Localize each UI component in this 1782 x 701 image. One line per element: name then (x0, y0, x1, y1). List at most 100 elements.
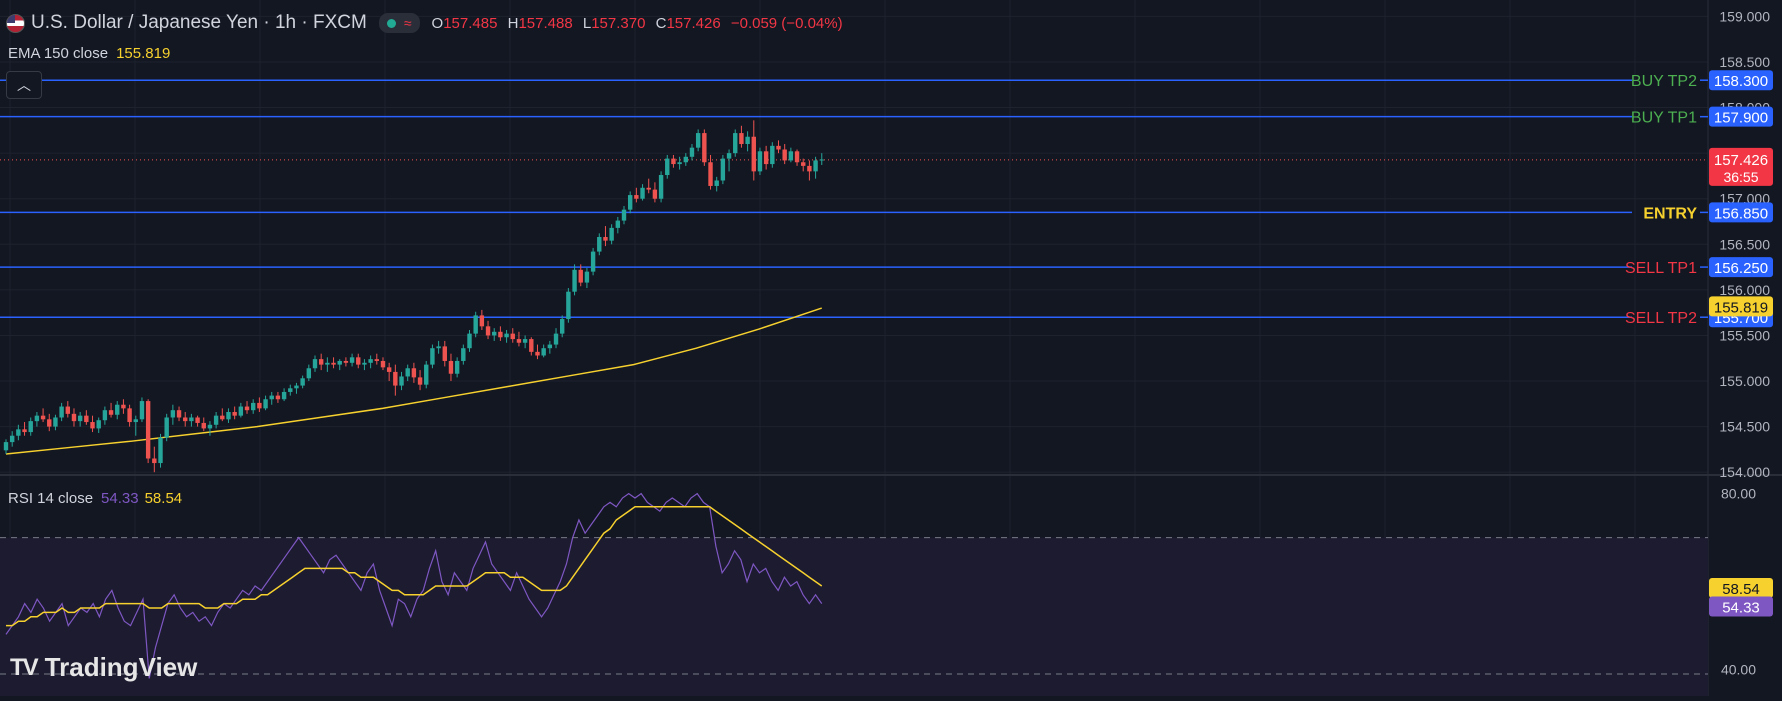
rsi-band-fill (0, 537, 1708, 696)
rsi-value-tag-text: 58.54 (1722, 581, 1760, 598)
level-label: ENTRY (1643, 205, 1697, 222)
candle-body (220, 415, 225, 420)
candle-body (411, 368, 417, 378)
candle-body (108, 410, 114, 415)
candle-body (578, 269, 583, 283)
candle-body (763, 151, 769, 165)
ema-legend[interactable]: EMA 150 close 155.819 (8, 45, 170, 62)
candle-body (473, 315, 478, 334)
change-value: −0.059 (−0.04%) (730, 14, 843, 32)
current-price-tag (1709, 147, 1773, 186)
price-tick-label: 159.000 (1719, 8, 1770, 24)
candle-body (424, 364, 429, 385)
candle-body (325, 362, 330, 365)
candle-body (374, 359, 379, 361)
rsi-legend-label: RSI 14 close (8, 490, 94, 507)
candle-body (380, 360, 386, 368)
candle-body (566, 291, 571, 320)
candle-body (207, 424, 213, 429)
market-status-pill[interactable]: ≈ (378, 13, 420, 33)
candle-body (590, 251, 596, 272)
candle-body (9, 435, 15, 443)
candle-body (584, 271, 590, 283)
candle-body (634, 195, 639, 199)
candle-body (522, 339, 528, 343)
market-open-dot-icon (386, 18, 396, 28)
candles-layer (3, 120, 824, 473)
candle-body (349, 357, 355, 363)
level-label: SELL TP1 (1625, 260, 1697, 277)
candle-body (720, 158, 726, 181)
candle-body (145, 401, 151, 459)
candle-body (739, 133, 744, 145)
close-label: C (655, 14, 667, 32)
rsi-layer (5, 492, 823, 679)
candle-body (516, 339, 522, 343)
candle-body (368, 359, 373, 363)
candle-body (454, 360, 460, 374)
ema-layer (5, 307, 822, 455)
candle-body (448, 360, 454, 374)
price-tick-label: 154.000 (1719, 464, 1770, 480)
candle-body (238, 406, 244, 416)
candle-body (504, 333, 509, 338)
candle-body (102, 410, 108, 421)
rsi-value-tag (1709, 596, 1773, 617)
tradingview-logo-text: TradingView (44, 652, 198, 682)
candle-body (312, 359, 318, 369)
symbol-title[interactable]: U.S. Dollar / Japanese Yen · 1h · FXCM (31, 12, 367, 33)
candle-body (28, 421, 33, 433)
candle-body (603, 237, 608, 241)
candle-body (288, 388, 293, 392)
level-label: BUY TP2 (1631, 73, 1697, 90)
symbol-legend[interactable]: U.S. Dollar / Japanese Yen · 1h · FXCM ≈… (6, 12, 849, 34)
level-label: SELL TP2 (1625, 310, 1697, 327)
candle-body (77, 415, 83, 422)
candle-body (84, 415, 89, 423)
rsi-ma-line (6, 506, 823, 627)
candle-body (801, 162, 806, 166)
candle-body (337, 360, 342, 365)
candle-body (47, 419, 52, 427)
candle-body (16, 429, 21, 436)
candle-body (547, 344, 553, 349)
high-value: 157.488 (518, 14, 573, 32)
candle-body (176, 410, 182, 418)
candle-body (652, 189, 658, 199)
candle-body (646, 187, 651, 190)
rsi-legend[interactable]: RSI 14 close 54.33 58.54 (8, 490, 182, 507)
candle-body (751, 136, 756, 172)
collapse-legend-button[interactable]: ︿ (6, 71, 42, 99)
candle-body (300, 378, 305, 386)
candle-body (386, 367, 392, 372)
candle-body (430, 348, 435, 365)
candle-body (535, 351, 540, 356)
candle-body (263, 399, 268, 409)
candle-body (393, 371, 398, 386)
us-flag-icon (6, 13, 25, 33)
candle-body (621, 209, 627, 221)
candle-body (665, 158, 670, 176)
candle-body (770, 145, 775, 165)
candle-body (170, 410, 176, 418)
price-tick-label: 154.500 (1719, 419, 1770, 435)
candle-body (813, 160, 818, 172)
ema-price-tag (1709, 296, 1773, 317)
level-price-tag (1709, 70, 1773, 91)
level-price-tag (1709, 257, 1773, 278)
candle-body (671, 158, 676, 165)
candle-body (318, 359, 324, 365)
candle-body (609, 227, 614, 241)
rsi-legend-value: 54.33 (101, 490, 139, 507)
candle-body (281, 391, 287, 400)
candle-body (53, 417, 58, 427)
candle-body (201, 422, 206, 429)
open-value: 157.485 (443, 14, 498, 32)
candle-body (683, 156, 688, 163)
tradingview-logo[interactable]: TV TradingView (10, 652, 197, 683)
candle-body (269, 395, 274, 400)
price-tick-label: 155.500 (1719, 327, 1770, 343)
open-label: O (431, 14, 444, 32)
